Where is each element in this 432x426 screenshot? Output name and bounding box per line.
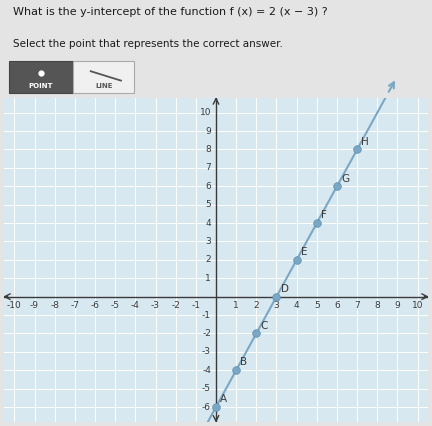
Text: B: B	[240, 357, 247, 368]
Text: 4: 4	[294, 301, 299, 310]
Text: 9: 9	[394, 301, 400, 310]
Text: -9: -9	[30, 301, 39, 310]
FancyBboxPatch shape	[73, 61, 134, 93]
FancyBboxPatch shape	[9, 61, 73, 93]
Text: 7: 7	[205, 164, 211, 173]
Text: 10: 10	[412, 301, 423, 310]
Text: -3: -3	[202, 347, 211, 356]
Text: E: E	[301, 247, 307, 257]
Text: -2: -2	[171, 301, 180, 310]
Text: 3: 3	[273, 301, 280, 310]
Text: 6: 6	[205, 182, 211, 191]
Text: 7: 7	[354, 301, 360, 310]
Text: 2: 2	[205, 255, 211, 265]
Text: 9: 9	[205, 127, 211, 135]
Text: -5: -5	[111, 301, 120, 310]
Text: 5: 5	[205, 200, 211, 209]
Text: -4: -4	[202, 366, 211, 375]
Text: 1: 1	[233, 301, 239, 310]
Text: -3: -3	[151, 301, 160, 310]
Text: LINE: LINE	[95, 83, 112, 89]
Text: -6: -6	[91, 301, 99, 310]
Text: 2: 2	[254, 301, 259, 310]
Text: A: A	[220, 394, 227, 404]
Text: 6: 6	[334, 301, 340, 310]
Text: C: C	[260, 321, 268, 331]
Text: F: F	[321, 210, 327, 220]
Text: -10: -10	[7, 301, 22, 310]
Text: 8: 8	[375, 301, 380, 310]
Text: 3: 3	[205, 237, 211, 246]
Text: -6: -6	[202, 403, 211, 412]
Text: -5: -5	[202, 384, 211, 393]
Text: 5: 5	[314, 301, 320, 310]
Text: POINT: POINT	[29, 83, 53, 89]
Text: 4: 4	[205, 219, 211, 227]
Text: -1: -1	[191, 301, 200, 310]
Text: -4: -4	[131, 301, 140, 310]
Text: 1: 1	[205, 274, 211, 283]
Text: G: G	[341, 173, 349, 184]
Text: 8: 8	[205, 145, 211, 154]
Text: 10: 10	[200, 108, 211, 117]
Text: Select the point that represents the correct answer.: Select the point that represents the cor…	[13, 39, 283, 49]
Text: -8: -8	[50, 301, 59, 310]
Text: D: D	[280, 284, 289, 294]
Text: -1: -1	[202, 311, 211, 320]
Text: -2: -2	[202, 329, 211, 338]
Text: -7: -7	[70, 301, 79, 310]
Text: H: H	[361, 137, 369, 147]
Text: What is the y-intercept of the function f (x) = 2 (x − 3) ?: What is the y-intercept of the function …	[13, 8, 327, 17]
